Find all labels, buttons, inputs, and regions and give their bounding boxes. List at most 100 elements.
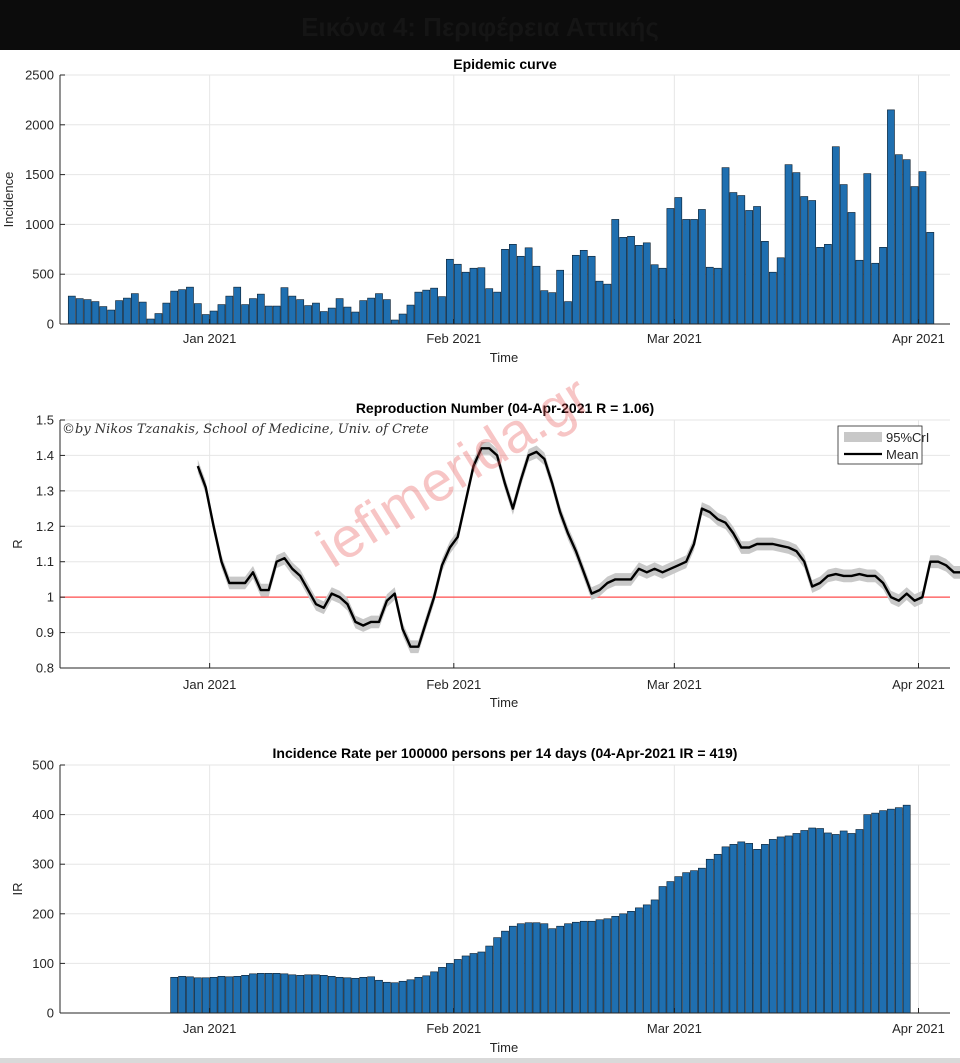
- chart1-bar: [926, 232, 935, 325]
- chart1-bar: [390, 319, 399, 325]
- chart1-bar: [327, 307, 336, 325]
- chart1-bar: [398, 313, 407, 325]
- chart1-bar: [824, 244, 832, 325]
- chart3-bar: [824, 832, 832, 1014]
- chart1-bar: [894, 154, 903, 325]
- chart3-bar: [556, 925, 564, 1014]
- chart1-bar: [414, 291, 423, 325]
- chart1-bar: [516, 255, 525, 325]
- chart1-bar: [713, 267, 722, 325]
- chart1-bar: [887, 109, 895, 325]
- chart1-ytick-label: 1000: [25, 217, 54, 232]
- chart1-ytick-label: 500: [32, 267, 54, 282]
- chart1-bar: [446, 258, 454, 325]
- chart3-bar: [690, 870, 698, 1014]
- chart1-bar: [847, 212, 856, 325]
- chart1-bar: [548, 292, 557, 325]
- chart3-bar: [390, 982, 399, 1014]
- chart2-ytick-label: 1.4: [36, 448, 54, 463]
- chart1-bar: [603, 283, 612, 325]
- chart1-bar: [138, 301, 147, 325]
- chart3-bar: [446, 963, 454, 1014]
- chart3-bar: [753, 849, 761, 1014]
- chart1-bar: [595, 280, 604, 325]
- chart3-bar: [627, 911, 635, 1014]
- chart1-bar: [130, 293, 139, 325]
- chart2-ytick-label: 1: [47, 590, 54, 605]
- chart1-bar: [540, 290, 549, 325]
- chart3-bar: [658, 886, 667, 1014]
- chart3-xtick-label: Apr 2021: [892, 1021, 945, 1036]
- chart1-bar: [67, 295, 76, 325]
- chart1-bar: [579, 249, 588, 325]
- chart1-bar: [658, 267, 667, 325]
- chart3-xtick-label: Feb 2021: [426, 1021, 481, 1036]
- chart3-bar: [650, 899, 659, 1014]
- chart3-bar: [367, 976, 375, 1014]
- chart3-bar: [170, 976, 179, 1014]
- chart3-bar: [879, 810, 887, 1014]
- chart1-bar: [477, 267, 486, 325]
- chart3-bar: [784, 835, 793, 1014]
- chart3-bar: [351, 977, 360, 1014]
- chart3-bar: [831, 834, 840, 1014]
- chart1-bar: [587, 255, 596, 325]
- chart1-bar: [272, 305, 281, 325]
- chart2-xtick-label: Jan 2021: [183, 677, 237, 692]
- chart2-ylabel: R: [10, 539, 25, 548]
- chart1-bar: [564, 301, 572, 325]
- chart1-bar: [855, 259, 864, 325]
- chart3-bar: [249, 973, 257, 1014]
- chart3-bar: [642, 904, 651, 1014]
- chart1-bar: [910, 186, 919, 325]
- chart1-ytick-label: 2000: [25, 117, 54, 132]
- chart1-bar: [217, 304, 226, 325]
- chart3-bar: [304, 974, 312, 1014]
- chart3-bar: [524, 922, 533, 1014]
- chart3-bar: [587, 920, 596, 1014]
- chart1-xtick-label: Apr 2021: [892, 331, 945, 346]
- chart3-ytick-label: 300: [32, 857, 54, 872]
- chart1-bar: [808, 200, 817, 325]
- chart2-ytick-label: 1.3: [36, 483, 54, 498]
- chart1-bar: [918, 171, 927, 325]
- chart1-bar: [650, 264, 659, 325]
- chart3-bar: [776, 836, 785, 1014]
- chart3-bar: [438, 967, 446, 1014]
- chart1-bar: [438, 296, 446, 325]
- chart1-bar: [501, 249, 509, 325]
- chart1-bar: [635, 245, 643, 325]
- chart1-bar: [705, 266, 714, 325]
- chart1-bar: [784, 164, 793, 325]
- page-banner: Εικόνα 4: Περιφέρεια Αττικής: [0, 0, 960, 50]
- chart1-bar: [351, 311, 360, 325]
- chart1-xlabel: Time: [490, 350, 518, 365]
- chart1-ytick-label: 0: [47, 317, 54, 332]
- chart3-bar: [800, 830, 809, 1014]
- chart1-bar: [375, 293, 383, 325]
- chart3-bar: [312, 974, 320, 1014]
- chart1-bar: [343, 306, 352, 325]
- chart1-xtick-label: Jan 2021: [183, 331, 237, 346]
- chart1-bar: [209, 310, 218, 325]
- chart1-bar: [233, 286, 242, 325]
- chart3-bar: [453, 959, 462, 1014]
- chart1-bar: [831, 146, 840, 325]
- chart3-title: Incidence Rate per 100000 persons per 14…: [273, 745, 738, 761]
- chart3-bar: [430, 971, 438, 1014]
- chart1-bar: [674, 197, 683, 325]
- credit-text: ©by Nikos Tzanakis, School of Medicine, …: [62, 422, 429, 437]
- chart3-bar: [241, 975, 249, 1014]
- chart3-xtick-label: Mar 2021: [647, 1021, 702, 1036]
- chart1-bar: [201, 314, 210, 325]
- chart3-bar: [564, 923, 572, 1014]
- chart3-bar: [863, 814, 872, 1014]
- chart3-bar: [705, 858, 714, 1014]
- chart3-ytick-label: 500: [32, 758, 54, 773]
- chart1-bar: [839, 184, 848, 325]
- chart1-bar: [461, 271, 470, 325]
- chart3-bar: [666, 881, 675, 1014]
- chart1-ytick-label: 2500: [25, 68, 54, 83]
- chart3-bar: [477, 951, 486, 1014]
